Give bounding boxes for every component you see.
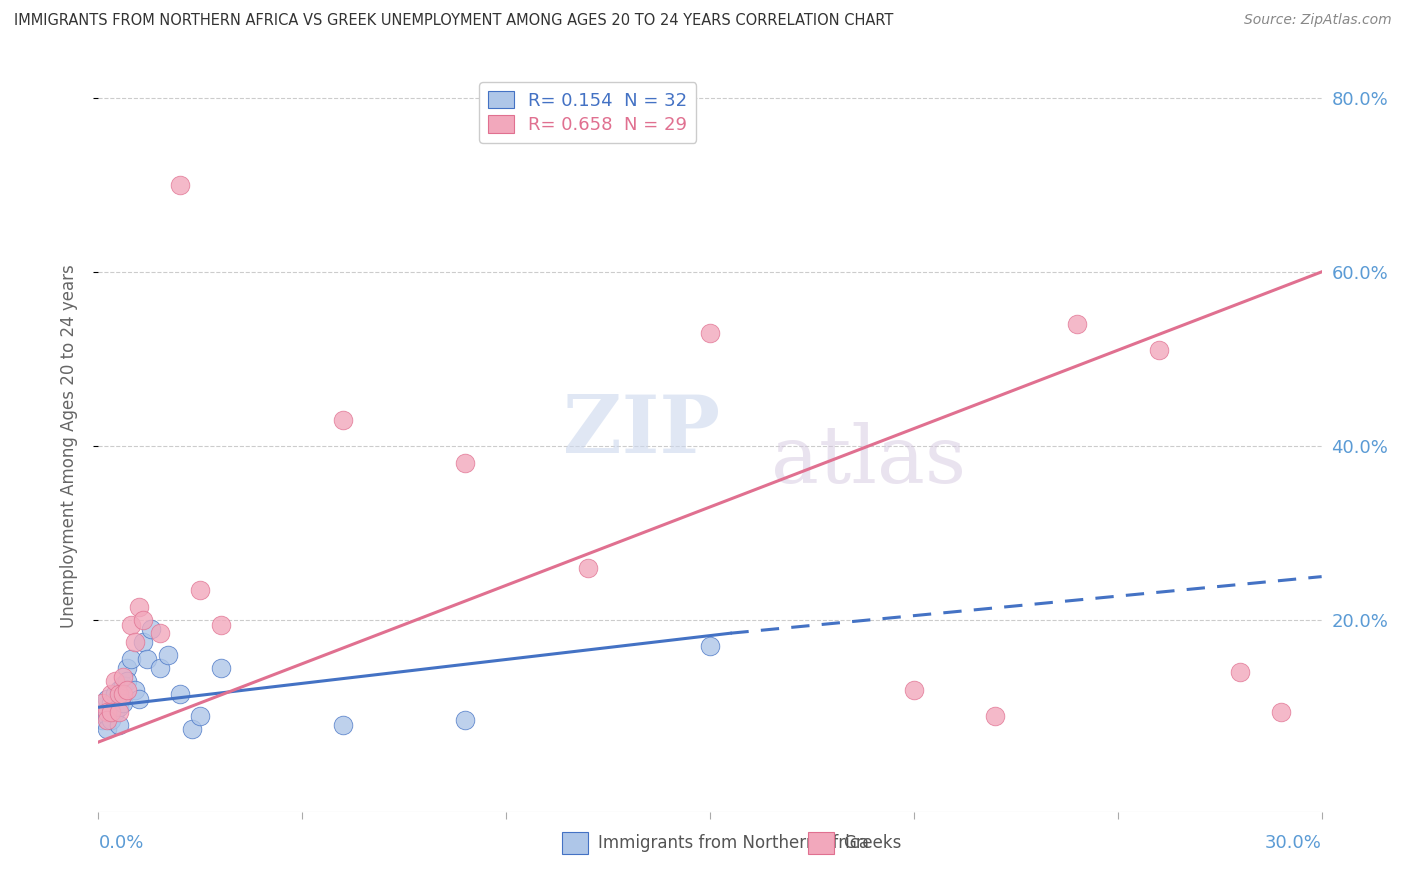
Point bbox=[100, 705, 122, 719]
Point bbox=[209, 661, 232, 675]
Point bbox=[104, 674, 127, 689]
Point bbox=[115, 682, 138, 697]
Point bbox=[132, 635, 155, 649]
Point bbox=[454, 457, 477, 471]
Point bbox=[124, 682, 146, 697]
Point bbox=[124, 635, 146, 649]
Point bbox=[120, 617, 142, 632]
Point bbox=[1066, 317, 1088, 331]
Point bbox=[111, 687, 134, 701]
Point bbox=[149, 661, 172, 675]
Point bbox=[132, 613, 155, 627]
Point bbox=[96, 714, 118, 728]
Point bbox=[141, 622, 163, 636]
Text: 30.0%: 30.0% bbox=[1265, 834, 1322, 852]
Point bbox=[100, 705, 122, 719]
Point bbox=[91, 714, 114, 728]
Y-axis label: Unemployment Among Ages 20 to 24 years: Unemployment Among Ages 20 to 24 years bbox=[59, 264, 77, 628]
Point bbox=[108, 700, 131, 714]
Point bbox=[169, 687, 191, 701]
Point bbox=[108, 682, 131, 697]
Point bbox=[128, 600, 150, 615]
Point bbox=[96, 691, 118, 706]
Point bbox=[169, 178, 191, 192]
Text: atlas: atlas bbox=[772, 422, 966, 500]
Point bbox=[111, 678, 134, 692]
Point bbox=[91, 696, 114, 710]
Point bbox=[128, 691, 150, 706]
Point bbox=[96, 722, 118, 736]
Point bbox=[984, 709, 1007, 723]
Point bbox=[104, 687, 127, 701]
Point bbox=[108, 717, 131, 731]
Point bbox=[181, 722, 204, 736]
Point bbox=[100, 687, 122, 701]
Point bbox=[108, 705, 131, 719]
Point bbox=[332, 717, 354, 731]
Point bbox=[1147, 343, 1170, 358]
Point bbox=[576, 561, 599, 575]
Point bbox=[156, 648, 179, 662]
Point bbox=[903, 682, 925, 697]
Point bbox=[115, 661, 138, 675]
Point bbox=[111, 670, 134, 684]
Point bbox=[96, 709, 118, 723]
Point bbox=[100, 696, 122, 710]
Point bbox=[188, 582, 212, 597]
Text: ZIP: ZIP bbox=[564, 392, 720, 470]
Point bbox=[108, 687, 131, 701]
Point bbox=[96, 705, 118, 719]
Point bbox=[699, 640, 721, 654]
Point bbox=[136, 652, 159, 666]
Point bbox=[332, 413, 354, 427]
Point bbox=[1270, 705, 1292, 719]
Point bbox=[120, 652, 142, 666]
Point bbox=[149, 626, 172, 640]
Text: Greeks: Greeks bbox=[844, 834, 903, 852]
Point bbox=[209, 617, 232, 632]
Point bbox=[91, 700, 114, 714]
Text: IMMIGRANTS FROM NORTHERN AFRICA VS GREEK UNEMPLOYMENT AMONG AGES 20 TO 24 YEARS : IMMIGRANTS FROM NORTHERN AFRICA VS GREEK… bbox=[14, 13, 893, 29]
Point bbox=[454, 714, 477, 728]
Point bbox=[115, 674, 138, 689]
Point bbox=[100, 714, 122, 728]
Point bbox=[111, 696, 134, 710]
Legend: R= 0.154  N = 32, R= 0.658  N = 29: R= 0.154 N = 32, R= 0.658 N = 29 bbox=[479, 82, 696, 143]
Point bbox=[1229, 665, 1251, 680]
Text: 0.0%: 0.0% bbox=[98, 834, 143, 852]
Point bbox=[188, 709, 212, 723]
Text: Source: ZipAtlas.com: Source: ZipAtlas.com bbox=[1244, 13, 1392, 28]
Point bbox=[104, 705, 127, 719]
Text: Immigrants from Northern Africa: Immigrants from Northern Africa bbox=[598, 834, 869, 852]
Point bbox=[699, 326, 721, 340]
